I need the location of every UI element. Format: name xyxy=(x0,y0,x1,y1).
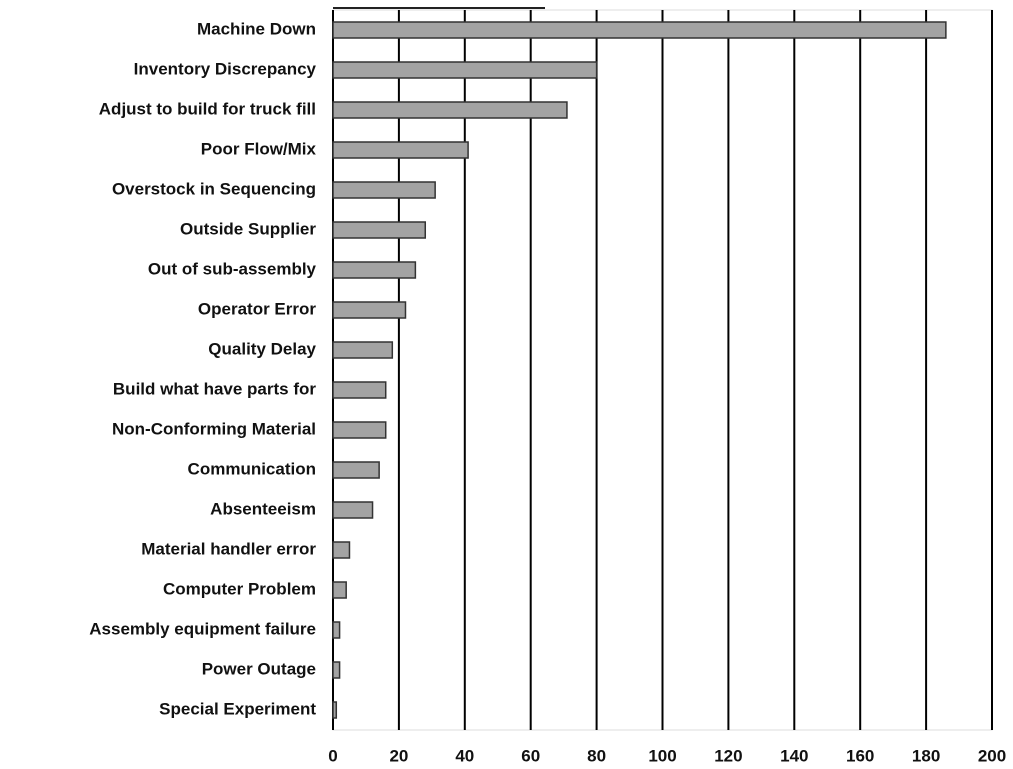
y-tick-label: Quality Delay xyxy=(208,339,316,358)
y-tick-label: Overstock in Sequencing xyxy=(112,179,316,198)
bar xyxy=(332,421,387,439)
y-tick-label: Outside Supplier xyxy=(180,219,316,238)
x-tick-label: 40 xyxy=(455,746,474,765)
bar xyxy=(332,101,568,119)
bar xyxy=(332,701,338,719)
y-tick-label: Out of sub-assembly xyxy=(148,259,317,278)
y-tick-label: Assembly equipment failure xyxy=(89,619,316,638)
y-tick-label: Machine Down xyxy=(197,19,316,38)
x-tick-label: 100 xyxy=(648,746,676,765)
bar xyxy=(332,141,469,159)
x-tick-label: 0 xyxy=(328,746,337,765)
y-tick-label: Material handler error xyxy=(141,539,316,558)
bar xyxy=(332,221,427,239)
x-tick-label: 160 xyxy=(846,746,874,765)
y-tick-label: Communication xyxy=(188,459,316,478)
bar xyxy=(332,661,341,679)
y-tick-label: Operator Error xyxy=(198,299,316,318)
y-tick-label: Special Experiment xyxy=(159,699,316,718)
x-tick-label: 20 xyxy=(389,746,408,765)
x-tick-label: 140 xyxy=(780,746,808,765)
bar xyxy=(332,181,436,199)
bar xyxy=(332,501,374,519)
bar xyxy=(332,381,387,399)
bar xyxy=(332,581,347,599)
x-tick-label: 80 xyxy=(587,746,606,765)
y-tick-label: Absenteeism xyxy=(210,499,316,518)
y-tick-label: Poor Flow/Mix xyxy=(201,139,317,158)
x-tick-label: 200 xyxy=(978,746,1006,765)
y-tick-label: Inventory Discrepancy xyxy=(134,59,317,78)
bar xyxy=(332,21,947,39)
y-tick-label: Power Outage xyxy=(202,659,316,678)
y-tick-label: Computer Problem xyxy=(163,579,316,598)
bar xyxy=(332,301,407,319)
x-tick-label: 180 xyxy=(912,746,940,765)
bar xyxy=(332,461,380,479)
x-tick-label: 60 xyxy=(521,746,540,765)
bar xyxy=(332,621,341,639)
y-tick-label: Build what have parts for xyxy=(113,379,316,398)
bar xyxy=(332,541,351,559)
y-tick-label: Adjust to build for truck fill xyxy=(99,99,316,118)
bar xyxy=(332,261,417,279)
x-tick-label: 120 xyxy=(714,746,742,765)
y-tick-label: Non-Conforming Material xyxy=(112,419,316,438)
bar xyxy=(332,61,598,79)
bar xyxy=(332,341,394,359)
